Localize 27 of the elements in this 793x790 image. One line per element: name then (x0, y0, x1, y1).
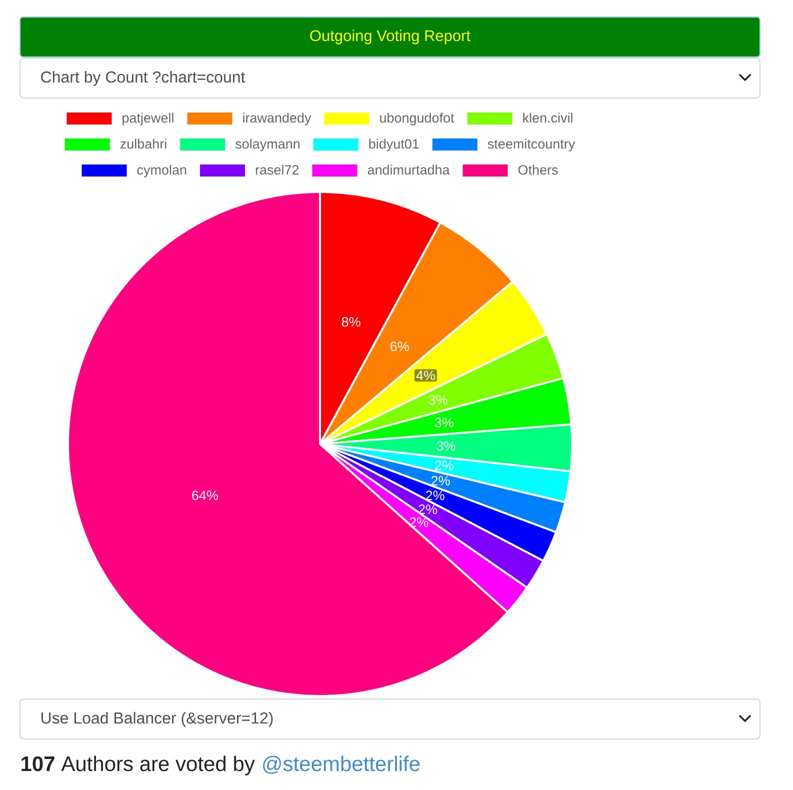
text: Use Load Balancer (&server=12) (42, 712, 273, 727)
chart-title: Outgoing Voting Report (310, 30, 470, 44)
data-label: 3% (436, 441, 456, 451)
data-label: 4% (416, 370, 435, 380)
data-label: 6% (390, 342, 409, 352)
chart-subtitle: Chart by Count ?chart=count (41, 70, 246, 86)
legend-label: ubongudofot (380, 112, 454, 126)
legend-label: zulbahri (120, 138, 166, 149)
legend-label: solaymann (236, 138, 300, 152)
data-label: 3% (428, 395, 448, 405)
data-label: 2% (435, 460, 454, 470)
legend-label: andimurtadha (368, 164, 450, 175)
text: @steembetterlife (263, 756, 420, 774)
data-label: 3% (434, 418, 454, 428)
legend-label: Others (518, 164, 558, 175)
legend-label: patjewell (122, 112, 174, 126)
legend-label: irawandedy (243, 112, 312, 126)
data-label: 2% (426, 490, 444, 500)
legend-label: rasel72 (256, 164, 299, 175)
legend-label: bidyut01 (369, 138, 419, 152)
legend-label: steemitcountry (488, 138, 576, 152)
legend-label: klen.civil (523, 112, 572, 123)
data-label: 8% (342, 317, 360, 327)
legend-label: cymolan (137, 164, 186, 178)
data-label: 2% (431, 476, 450, 486)
text: 107 Authors are voted by (22, 756, 255, 776)
data-label: 64% (192, 490, 218, 500)
